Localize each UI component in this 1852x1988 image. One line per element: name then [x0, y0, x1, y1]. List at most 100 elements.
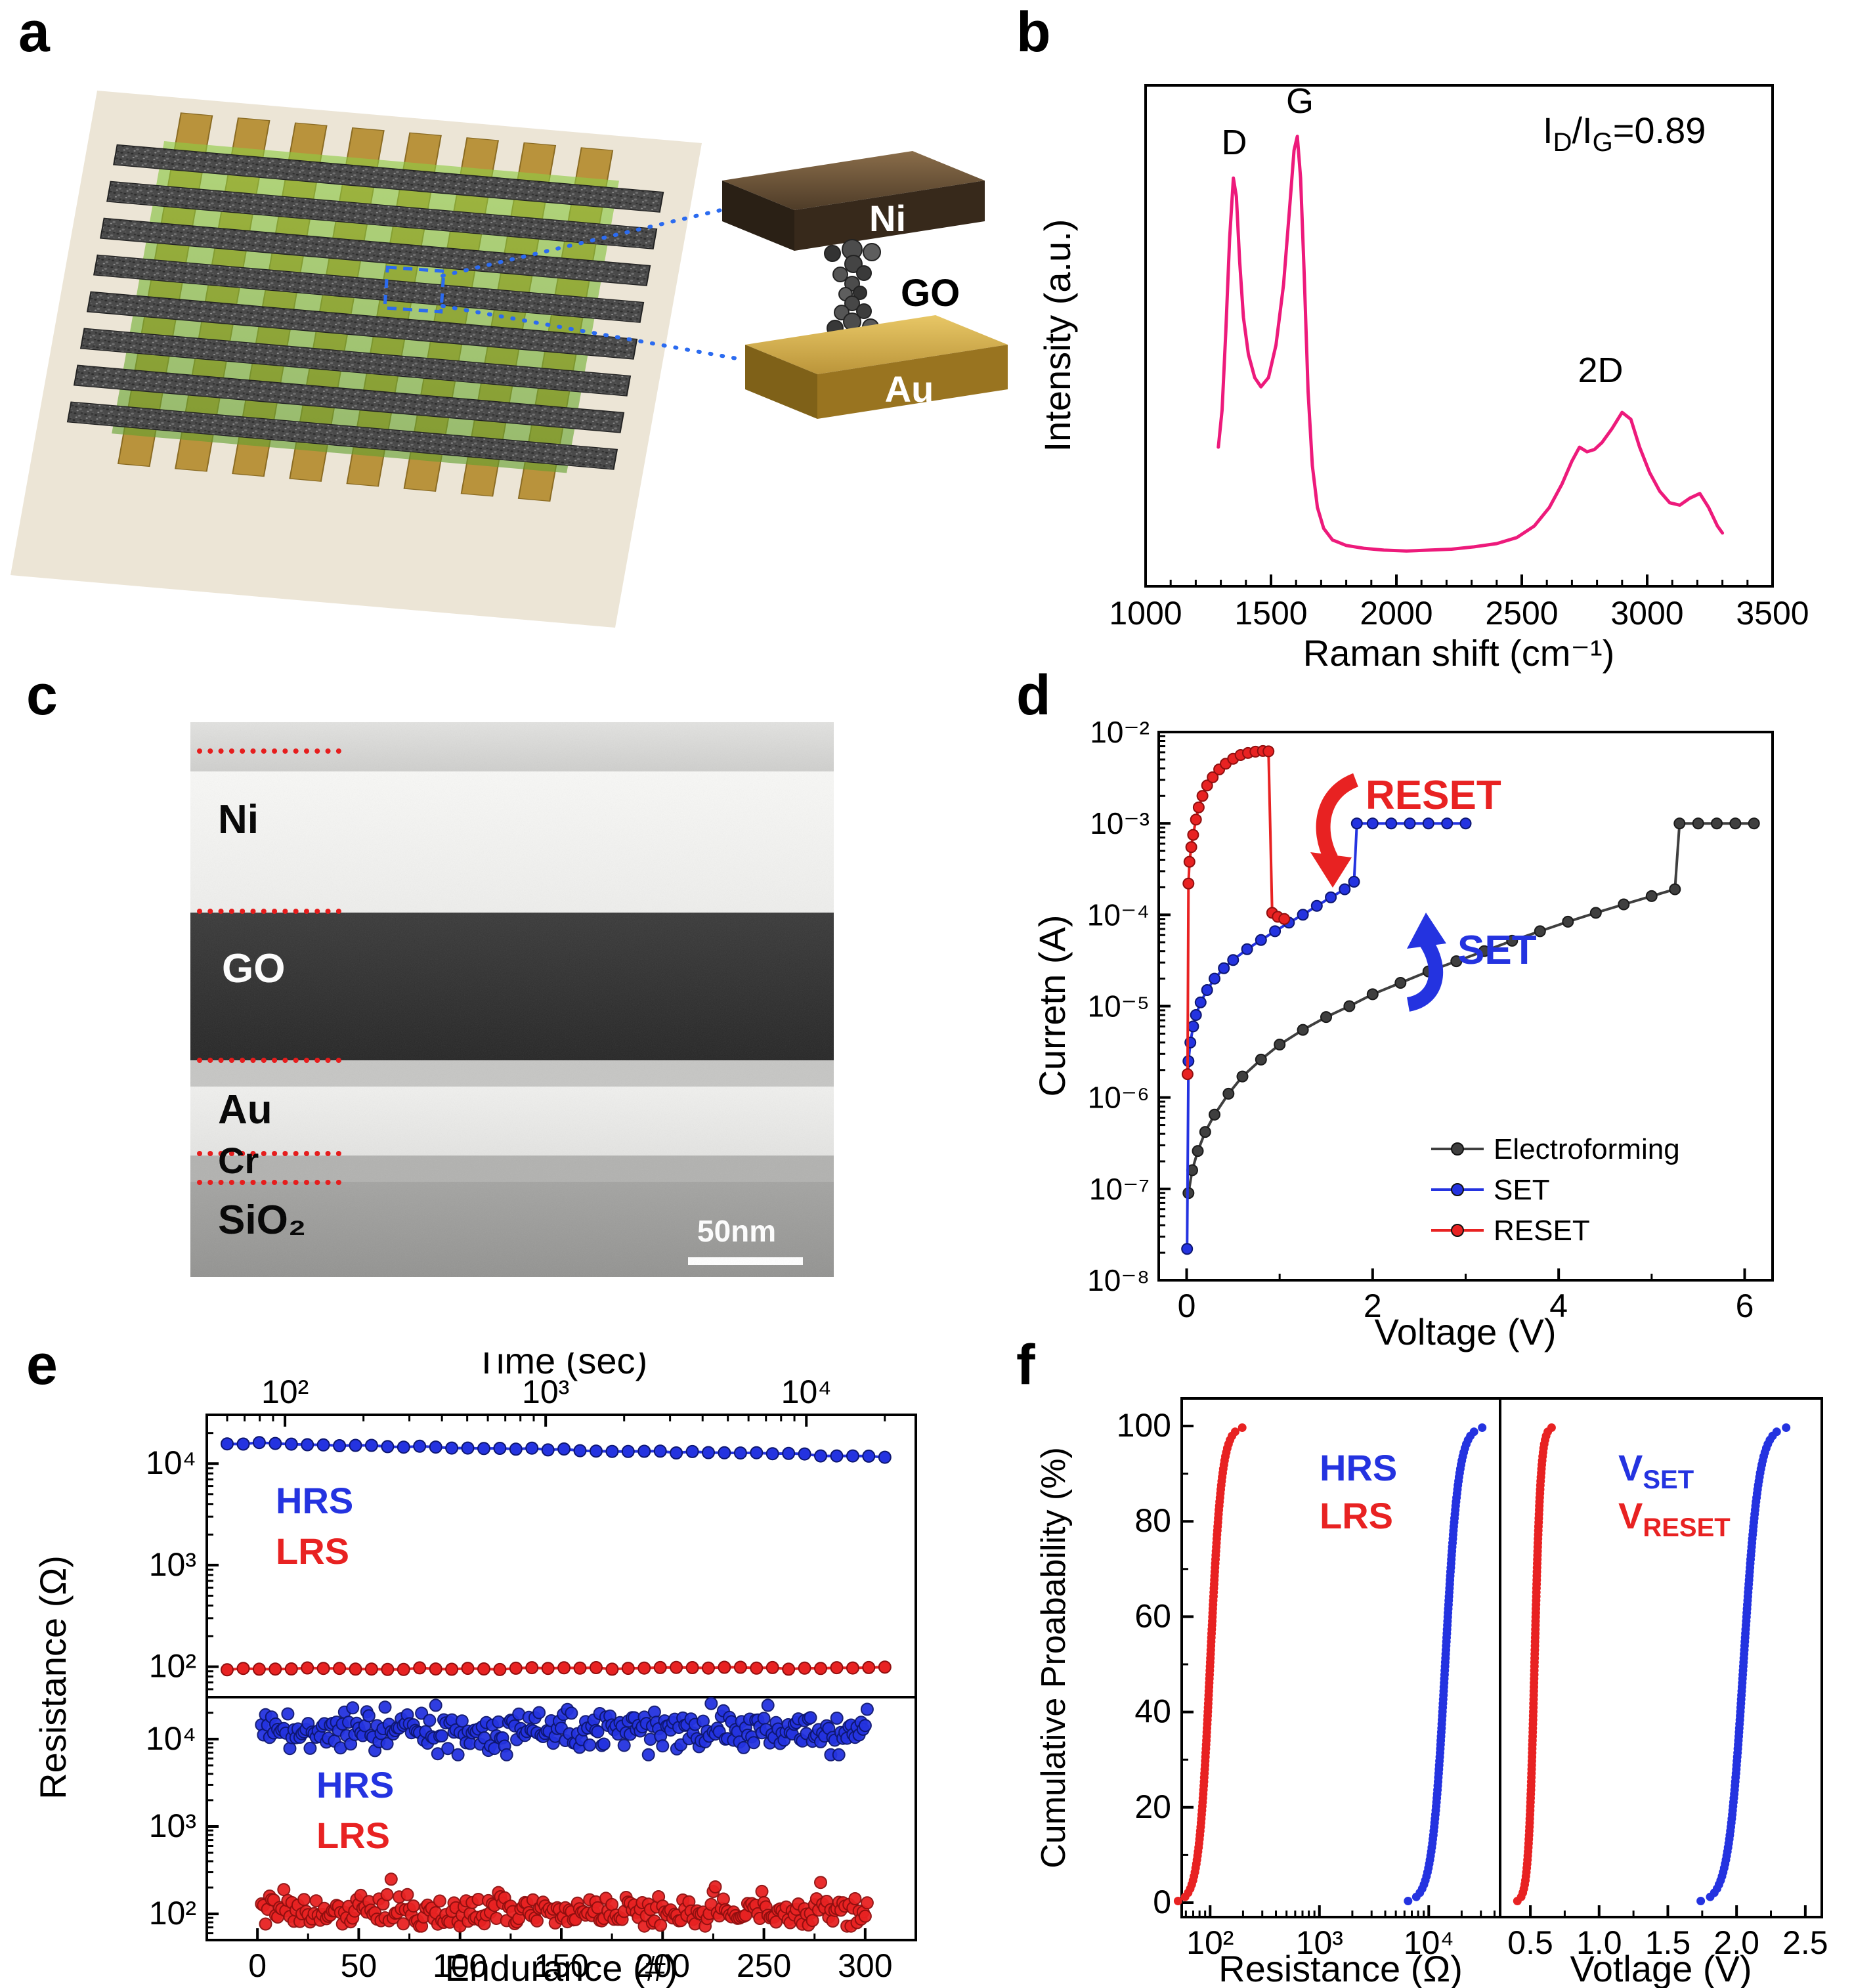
svg-text:100: 100 [1117, 1407, 1171, 1444]
cdf-lrs-label: LRS [1320, 1495, 1393, 1536]
svg-text:100: 100 [433, 1947, 487, 1984]
tem-cross-section: Ni GO Au Cr SiO₂ 50nm [190, 722, 834, 1277]
svg-text:Electroforming: Electroforming [1494, 1133, 1680, 1165]
svg-text:10³: 10³ [522, 1373, 569, 1410]
panel-f-label: f [1016, 1333, 1035, 1396]
svg-text:2.0: 2.0 [1713, 1924, 1759, 1961]
scale-bar-label: 50nm [697, 1214, 777, 1248]
svg-text:SET: SET [1494, 1174, 1550, 1206]
tem-layer-ni [190, 771, 834, 913]
svg-text:1.0: 1.0 [1576, 1924, 1622, 1961]
svg-text:3500: 3500 [1736, 595, 1809, 632]
svg-text:10⁻⁵: 10⁻⁵ [1087, 989, 1150, 1024]
boundary-line-top [197, 748, 341, 754]
cell-stack-inset: Ni GO [722, 151, 1008, 419]
set-arrow-icon [1406, 936, 1444, 1012]
svg-text:10⁻⁷: 10⁻⁷ [1089, 1172, 1150, 1206]
tem-layer-cr [190, 1156, 834, 1182]
svg-text:1500: 1500 [1234, 595, 1307, 632]
svg-text:20: 20 [1134, 1788, 1171, 1825]
svg-text:10²: 10² [149, 1895, 196, 1932]
svg-text:10²: 10² [261, 1373, 309, 1410]
cumulative-probability-chart: 0 20 40 60 80 100 10² 10³ 10⁴ 0.5 1.0 1.5 2.0 2.5 Cum… [1035, 1397, 1828, 1988]
retention-endurance-plot-area: 10² 10³ 10⁴ 10² 10³ 10⁴ 10² 10³ 10⁴ 0 50 100 150 200 2… [146, 1373, 917, 1984]
highlight-cell-outline [383, 265, 446, 314]
raman-2d-peak-label: 2D [1578, 351, 1623, 390]
cdf-vset-label: VSET [1618, 1447, 1694, 1494]
raman-plot-area: 1000 1500 2000 2500 3000 3500 [1109, 84, 1809, 632]
svg-text:10⁴: 10⁴ [781, 1373, 832, 1410]
retention-hrs-label: HRS [276, 1480, 353, 1521]
svg-text:10³: 10³ [149, 1807, 196, 1844]
svg-text:150: 150 [534, 1947, 588, 1984]
tem-layer-au [190, 1087, 834, 1156]
tem-interlayer [190, 1060, 834, 1087]
endurance-axis-label: Endurance (#) [445, 1947, 678, 1988]
panel-b-label: b [1016, 1, 1051, 64]
svg-text:0: 0 [248, 1947, 267, 1984]
svg-text:10²: 10² [149, 1648, 196, 1685]
boundary-line-ni-go [197, 909, 341, 914]
cdf-resistance-xlabel: Resistance (Ω) [1218, 1948, 1463, 1988]
svg-text:10⁴: 10⁴ [1404, 1924, 1454, 1961]
svg-text:2.5: 2.5 [1782, 1924, 1828, 1961]
cdf-voltage-xlabel: Votlage (V) [1570, 1948, 1752, 1988]
panel-d-label: d [1016, 664, 1051, 727]
tem-top-layer [190, 722, 834, 771]
svg-text:10⁻⁸: 10⁻⁸ [1087, 1263, 1150, 1297]
svg-text:2: 2 [1364, 1287, 1382, 1324]
svg-text:10²: 10² [1186, 1924, 1234, 1961]
iv-legend: Electroforming SET RESET [1431, 1133, 1680, 1247]
reset-annotation: RESET [1366, 773, 1501, 818]
top-electrode-bars [66, 144, 664, 470]
cdf-plot-area: 0 20 40 60 80 100 10² 10³ 10⁴ 0.5 1.0 1.5 2.0 2.5 [1117, 1397, 1828, 1961]
svg-text:1.5: 1.5 [1645, 1924, 1691, 1961]
scale-bar [688, 1257, 803, 1265]
svg-text:0.5: 0.5 [1507, 1924, 1553, 1961]
reset-arrowhead-icon [1310, 852, 1352, 888]
svg-text:50: 50 [341, 1947, 377, 1984]
inset-ni-label: Ni [869, 198, 906, 239]
svg-text:200: 200 [635, 1947, 690, 1984]
tem-au-label: Au [218, 1087, 272, 1133]
svg-text:10⁴: 10⁴ [146, 1444, 196, 1481]
raman-ylabel: Intensity (a.u.) [1037, 219, 1078, 452]
raman-d-peak-label: D [1222, 123, 1247, 162]
svg-text:10⁻³: 10⁻³ [1090, 806, 1150, 840]
inset-connector-top [441, 208, 723, 278]
svg-text:40: 40 [1134, 1693, 1171, 1730]
tem-layer-go [190, 913, 834, 1060]
raman-g-peak-label: G [1286, 81, 1314, 121]
svg-text:10⁻⁴: 10⁻⁴ [1087, 897, 1150, 932]
svg-text:0: 0 [1153, 1884, 1171, 1920]
tem-sio2-label: SiO₂ [218, 1198, 307, 1243]
inset-go-label: GO [901, 272, 960, 314]
tem-go-label: GO [222, 946, 286, 991]
set-arrowhead-icon [1407, 913, 1446, 949]
boundary-line-go-bottom [197, 1058, 341, 1063]
inset-au-label: Au [885, 368, 934, 410]
svg-text:60: 60 [1134, 1597, 1171, 1634]
panel-c-label: c [26, 664, 58, 727]
set-annotation: SET [1457, 928, 1537, 973]
raman-xlabel: Raman shift (cm⁻¹) [1303, 632, 1615, 674]
go-filament [824, 239, 881, 337]
svg-text:2500: 2500 [1485, 595, 1558, 632]
tem-ni-label: Ni [218, 797, 259, 842]
retention-lrs-label: LRS [276, 1530, 349, 1572]
svg-text:2000: 2000 [1360, 595, 1432, 632]
crossbar-array [66, 112, 664, 502]
svg-text:10⁻²: 10⁻² [1090, 715, 1150, 749]
iv-chart: 10⁻² 10⁻³ 10⁻⁴ 10⁻⁵ 10⁻⁶ 10⁻⁷ 10⁻⁸ 0 2 4 6 Curretn… [1031, 715, 1774, 1352]
svg-text:3000: 3000 [1610, 595, 1683, 632]
svg-text:10⁻⁶: 10⁻⁶ [1088, 1081, 1150, 1115]
svg-text:RESET: RESET [1494, 1215, 1590, 1247]
svg-text:1000: 1000 [1109, 595, 1182, 632]
svg-text:80: 80 [1134, 1502, 1171, 1539]
panel-a-label: a [18, 1, 50, 64]
raman-chart: 1000 1500 2000 2500 3000 3500 Intensity (a.u.… [1037, 81, 1809, 674]
crossbar-array-illustration: Ni GO [11, 91, 1008, 628]
svg-text:10³: 10³ [1296, 1924, 1343, 1961]
svg-text:300: 300 [838, 1947, 892, 1984]
cdf-vreset-label: VRESET [1618, 1495, 1731, 1542]
